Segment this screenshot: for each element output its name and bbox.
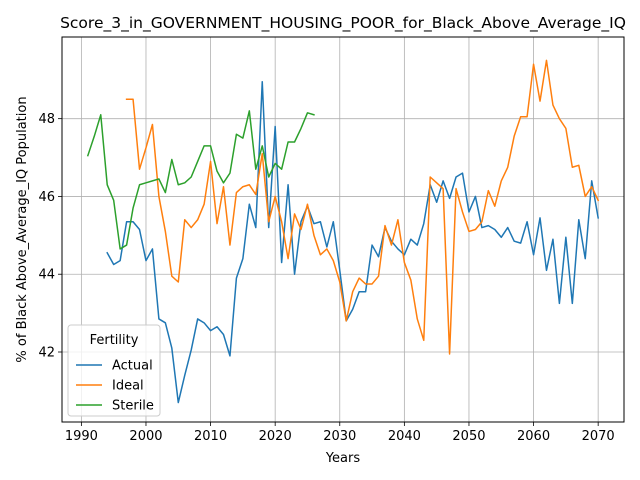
- legend-title: Fertility: [90, 333, 139, 348]
- legend-label-actual: Actual: [112, 359, 153, 374]
- legend: Fertility Actual Ideal Sterile: [68, 325, 160, 416]
- x-tick-label: 2050: [452, 429, 485, 444]
- legend-label-ideal: Ideal: [112, 379, 144, 394]
- x-tick-label: 2020: [259, 429, 292, 444]
- y-tick-label: 48: [38, 112, 55, 127]
- x-tick-label: 2040: [388, 429, 421, 444]
- x-tick-label: 2060: [517, 429, 550, 444]
- x-tick-label: 2010: [194, 429, 227, 444]
- x-tick-label: 2070: [582, 429, 615, 444]
- chart-title: Score_3_in_GOVERNMENT_HOUSING_POOR_for_B…: [60, 14, 626, 33]
- y-tick-label: 42: [38, 346, 55, 361]
- legend-label-sterile: Sterile: [112, 399, 154, 414]
- x-tick-label: 1990: [65, 429, 98, 444]
- x-tick-label: 2030: [323, 429, 356, 444]
- y-tick-label: 46: [38, 190, 55, 205]
- y-axis-label: % of Black Above_Average_IQ Population: [15, 96, 30, 362]
- x-tick-label: 2000: [129, 429, 162, 444]
- x-axis-label: Years: [325, 451, 361, 466]
- y-tick-label: 44: [38, 268, 55, 283]
